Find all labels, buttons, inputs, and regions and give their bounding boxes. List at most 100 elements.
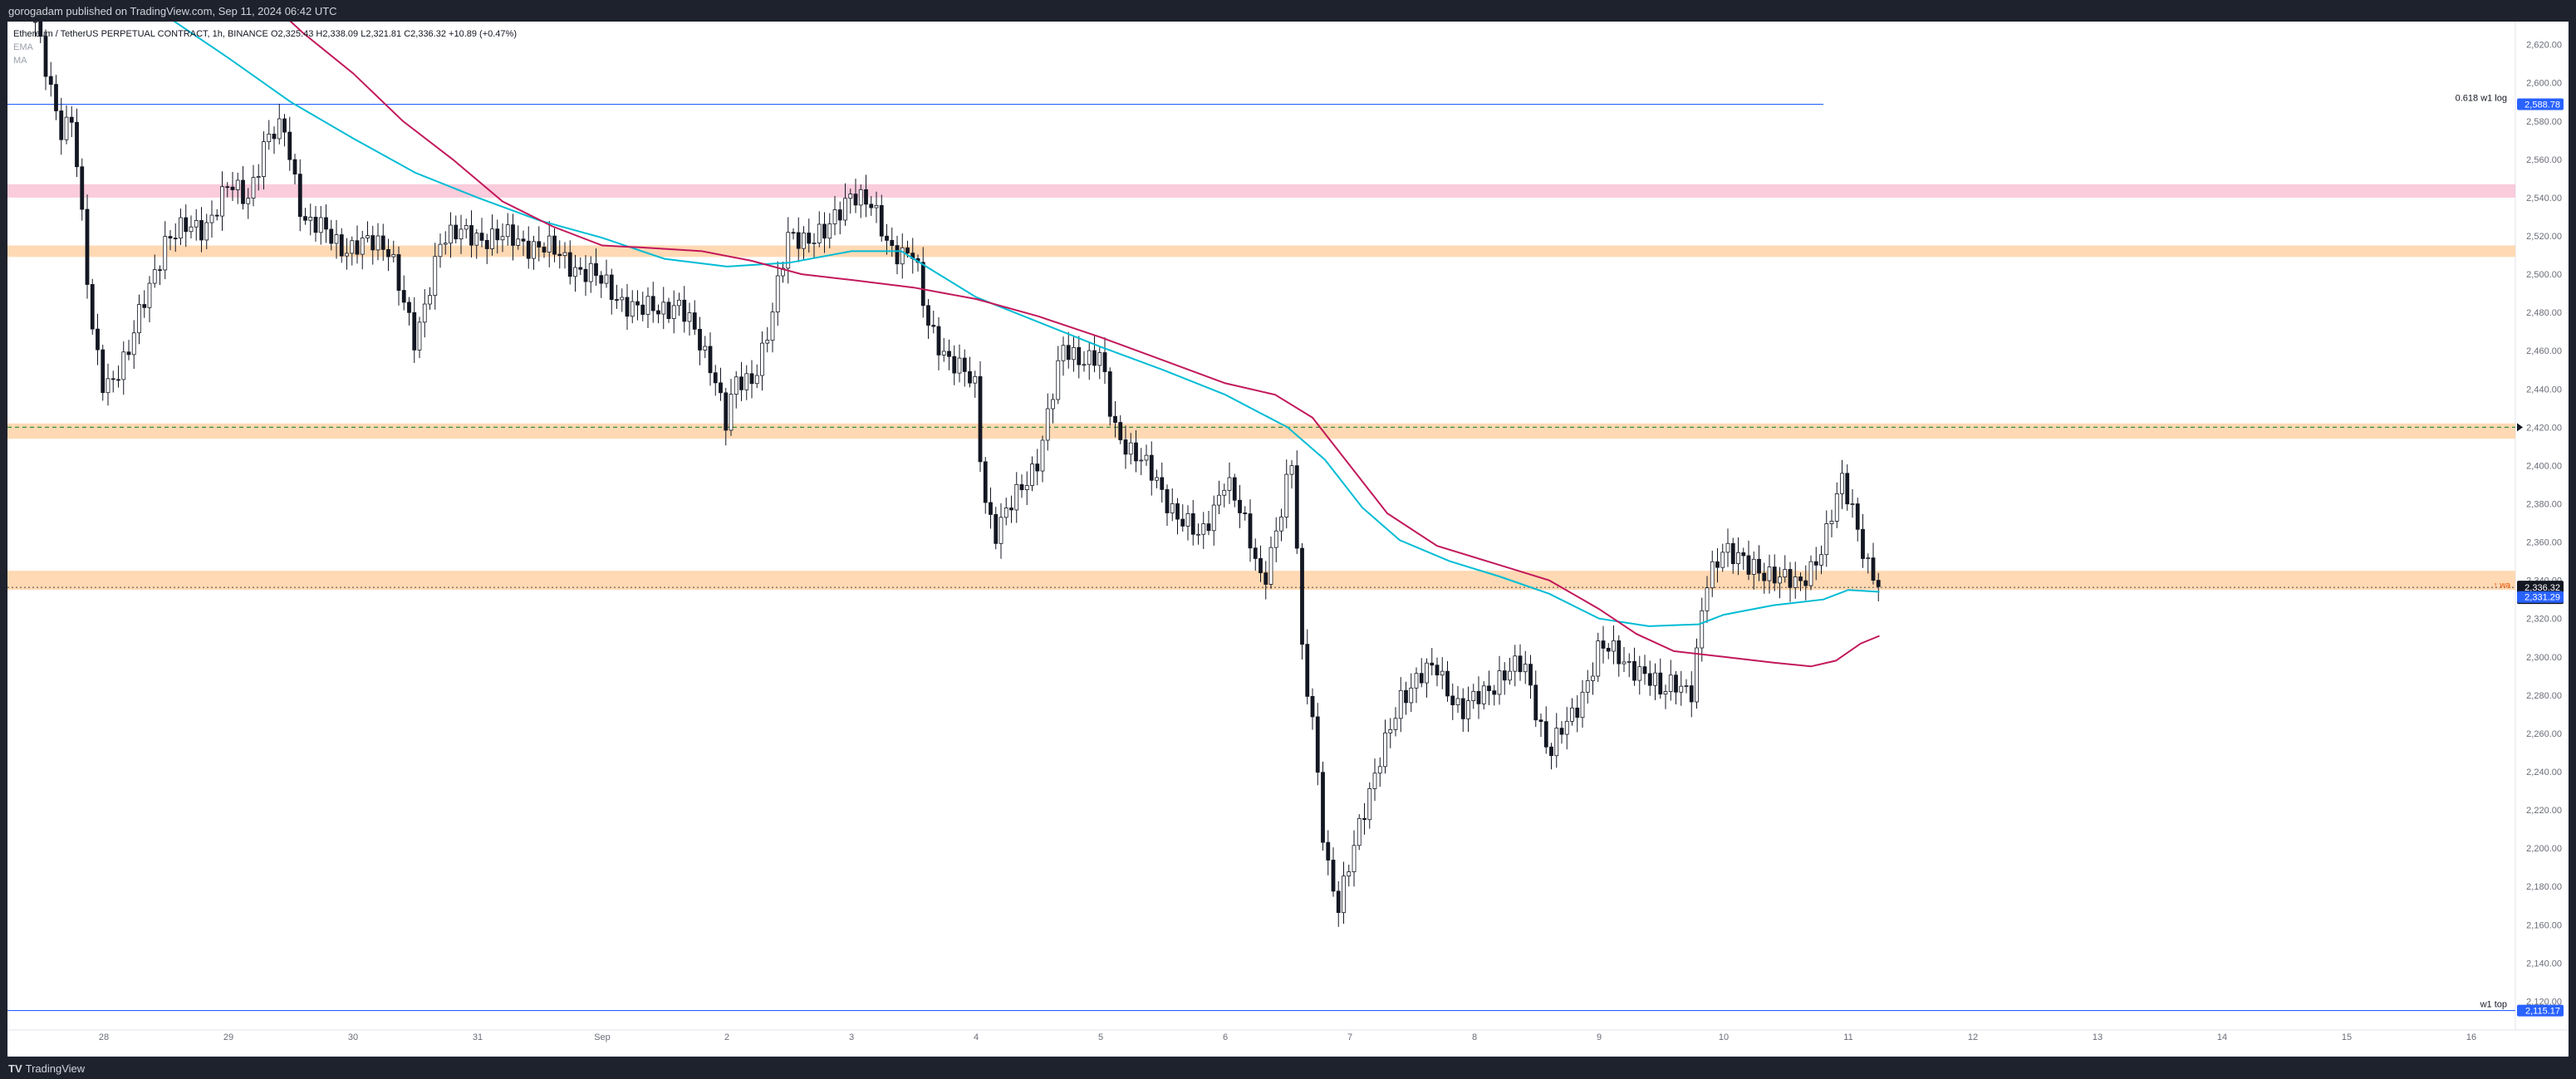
candle: [1466, 686, 1470, 732]
candle: [1642, 655, 1647, 685]
candle: [739, 361, 743, 401]
legend-ema[interactable]: EMA: [13, 42, 33, 52]
published-by-text: gorogadam published on TradingView.com, …: [8, 5, 337, 17]
y-tick-label: 2,560.00: [2526, 155, 2562, 165]
candle: [1196, 523, 1200, 545]
y-tick-label: 2,200.00: [2526, 844, 2562, 854]
candle: [692, 300, 697, 336]
svg-text:2,115.17: 2,115.17: [2525, 1007, 2560, 1017]
tradingview-logo[interactable]: TV TradingView: [8, 1062, 85, 1075]
x-tick-label: 11: [1843, 1032, 1852, 1042]
x-tick-label: 4: [974, 1032, 979, 1042]
candle: [324, 204, 328, 243]
candle: [256, 164, 261, 191]
candle: [1549, 743, 1553, 770]
candle: [1305, 629, 1310, 705]
candle: [781, 261, 785, 283]
candle: [1460, 688, 1465, 733]
legend-symbol[interactable]: Ethereum / TetherUS PERPETUAL CONTRACT, …: [13, 29, 268, 39]
x-tick-label: 9: [1597, 1032, 1602, 1042]
candle: [131, 320, 136, 370]
candle: [380, 223, 385, 261]
x-tick-label: Sep: [594, 1032, 611, 1042]
candle: [796, 217, 801, 262]
candle: [116, 365, 120, 388]
ema-line[interactable]: [91, 0, 1880, 627]
candle: [1762, 562, 1767, 594]
candle: [947, 339, 951, 370]
candle: [1393, 707, 1398, 737]
candle: [391, 240, 396, 262]
candle: [267, 120, 272, 150]
y-tick-label: 2,280.00: [2526, 691, 2562, 701]
candle: [1564, 707, 1569, 750]
candle: [1471, 684, 1476, 709]
candle: [1367, 782, 1372, 829]
candle: [1134, 429, 1138, 473]
candle: [184, 204, 189, 248]
candle: [422, 289, 427, 338]
candle: [583, 255, 588, 297]
candle: [1783, 555, 1788, 583]
y-tick-label: 2,400.00: [2526, 461, 2562, 471]
candle: [251, 164, 256, 207]
candle: [1222, 483, 1227, 508]
x-tick-label: 6: [1223, 1032, 1228, 1042]
candle: [204, 213, 209, 250]
candle: [1803, 565, 1808, 601]
candle: [770, 302, 775, 353]
candle: [179, 208, 183, 245]
publish-header: gorogadam published on TradingView.com, …: [0, 0, 2576, 22]
candle: [199, 207, 204, 253]
candle: [1476, 676, 1481, 719]
candle: [594, 248, 598, 287]
candle: [121, 341, 126, 395]
candle: [1248, 499, 1253, 562]
candle: [1170, 488, 1175, 522]
candle: [599, 271, 604, 298]
candle: [713, 365, 718, 396]
candle: [864, 174, 868, 218]
candle: [318, 205, 323, 245]
candle: [526, 226, 531, 269]
time-axis[interactable]: 28 29 30 31 Sep 2 3 4 5 6 7 8 9 10 11 12 13 14 15 16: [99, 1032, 2476, 1042]
candle: [1362, 802, 1367, 835]
candle: [59, 97, 64, 155]
candle: [1155, 469, 1159, 488]
candle: [843, 183, 847, 226]
candle: [552, 228, 557, 262]
candle: [620, 288, 625, 312]
candle: [1538, 713, 1543, 738]
candle: [386, 238, 390, 272]
candle: [609, 268, 614, 315]
candle: [1596, 632, 1601, 682]
candle: [1824, 510, 1829, 567]
horizontal-levels: 0.618 w1 log w1 top ↑ wa: [7, 94, 2515, 1012]
candle: [1523, 650, 1528, 684]
alert-marker-icon[interactable]: [2517, 423, 2523, 432]
candle: [837, 201, 842, 235]
candle: [1003, 498, 1008, 526]
candle: [1342, 861, 1346, 925]
candle: [765, 326, 770, 353]
x-tick-label: 10: [1719, 1032, 1729, 1042]
candle: [490, 214, 494, 256]
candle: [449, 212, 453, 258]
candle: [822, 212, 827, 253]
x-tick-label: 5: [1098, 1032, 1103, 1042]
price-labels: 2,588.782,115.172,336.3217:012,331.29: [2517, 98, 2564, 1017]
candle: [1279, 508, 1283, 542]
candle: [484, 233, 489, 264]
price-axis[interactable]: 2,620.00 2,600.00 2,580.00 2,560.00 2,540.00…: [2526, 41, 2562, 1008]
candle: [1347, 864, 1352, 887]
candle: [1793, 562, 1798, 599]
candle: [334, 220, 339, 259]
candle: [469, 210, 473, 257]
candle: [703, 336, 708, 359]
legend-ma[interactable]: MA: [13, 56, 27, 66]
ma-line[interactable]: [253, 0, 1880, 668]
candle: [163, 221, 168, 280]
candle: [277, 103, 282, 145]
y-tick-label: 2,500.00: [2526, 270, 2562, 280]
